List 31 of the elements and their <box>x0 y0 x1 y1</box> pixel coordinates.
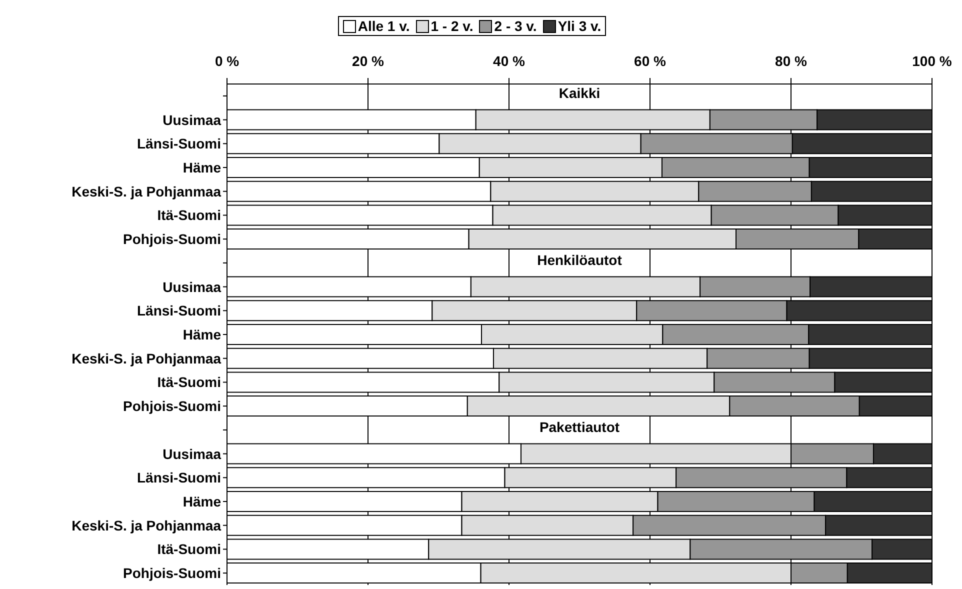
y-tick-label: Länsi-Suomi <box>136 470 221 486</box>
x-tick-label: 100 % <box>912 53 952 69</box>
legend-label: 2 - 3 v. <box>493 18 537 34</box>
legend-label: 1 - 2 v. <box>430 18 474 34</box>
y-tick-label: Häme <box>182 326 222 342</box>
y-tick-label: Keski-S. ja Pohjanmaa <box>72 517 222 534</box>
y-tick-label: Uusimaa <box>162 278 222 295</box>
y-tick-label: Häme <box>182 494 222 510</box>
y-tick-label: Pohjois-Suomi <box>123 231 221 248</box>
y-tick-label: Kaikki <box>558 84 600 101</box>
x-tick-label: 60 % <box>634 53 666 69</box>
legend-label: Alle 1 v. <box>356 18 410 34</box>
legend-label: Yli 3 v. <box>556 18 602 34</box>
y-tick-label: Henkilöautot <box>537 252 622 268</box>
y-tick-label: Pohjois-Suomi <box>123 565 221 582</box>
y-tick-label: Itä-Suomi <box>157 207 221 224</box>
y-tick-label: Uusimaa <box>162 446 222 462</box>
y-tick-label: Häme <box>182 160 222 176</box>
x-tick-label: 40 % <box>493 53 526 69</box>
y-tick-label: Keski-S. ja Pohjanmaa <box>72 183 222 200</box>
y-tick-label: Länsi-Suomi <box>136 302 221 319</box>
x-tick-label: 80 % <box>775 53 808 69</box>
y-tick-label: Länsi-Suomi <box>136 136 221 152</box>
x-tick-label: 20 % <box>352 53 384 69</box>
y-tick-label: Keski-S. ja Pohjanmaa <box>72 350 222 366</box>
y-tick-label: Uusimaa <box>162 112 222 128</box>
y-tick-label: Itä-Suomi <box>157 374 221 390</box>
y-tick-label: Pakettiautot <box>539 418 620 435</box>
y-tick-label: Pohjois-Suomi <box>123 398 221 414</box>
y-tick-label: Itä-Suomi <box>157 541 221 558</box>
x-tick-label: 0 % <box>214 53 240 69</box>
